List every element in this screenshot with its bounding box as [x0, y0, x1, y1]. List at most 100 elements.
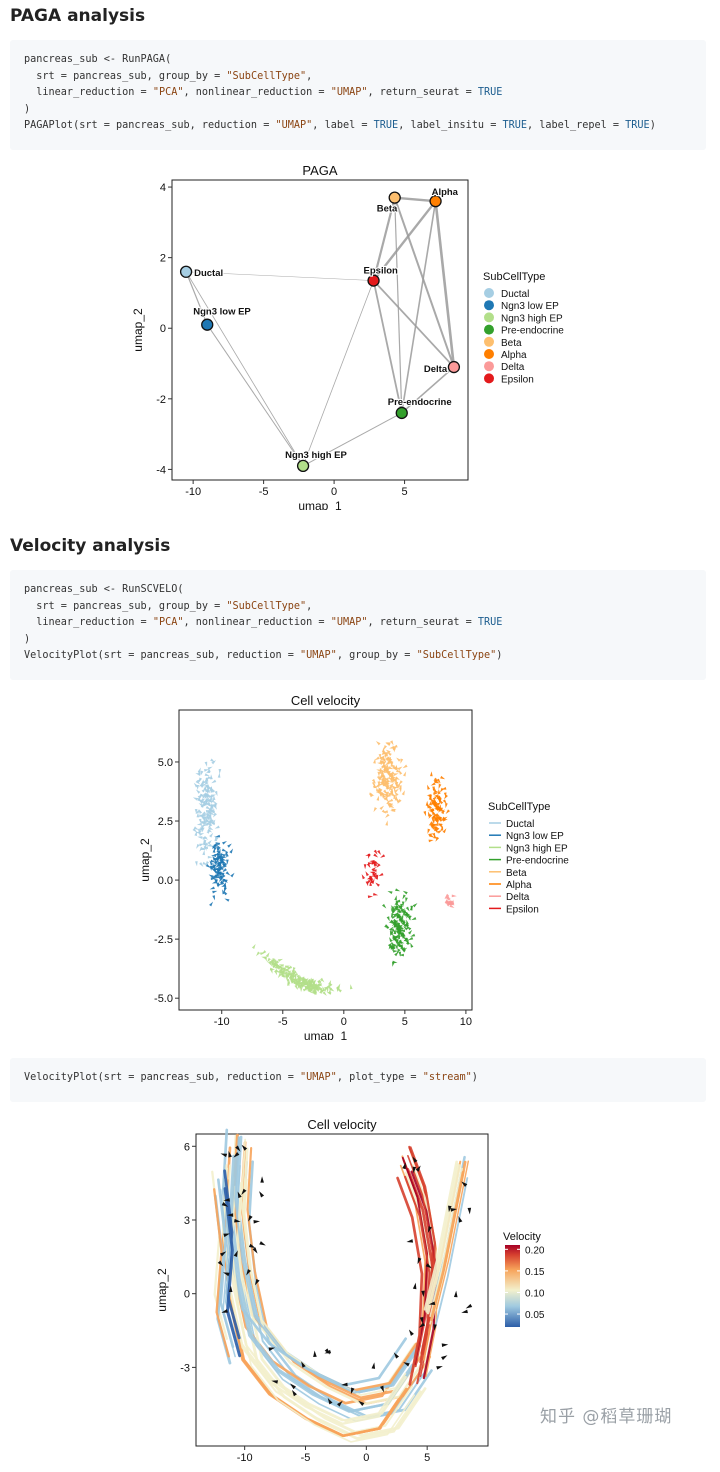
velocity-arrow	[391, 928, 396, 933]
velocity-arrow	[383, 784, 389, 789]
stream-arrowhead	[419, 1317, 424, 1324]
velocity-arrow	[387, 942, 393, 947]
velocity-arrow	[229, 848, 234, 854]
code-block-paga[interactable]: pancreas_sub <- RunPAGA( srt = pancreas_…	[10, 40, 706, 150]
y-tick-label: 4	[160, 182, 166, 194]
velocity-arrow	[394, 781, 399, 787]
legend-label: Alpha	[506, 880, 532, 891]
velocity-arrow	[432, 819, 435, 825]
velocity-arrow	[398, 905, 404, 908]
code-text: srt = pancreas_sub, group_by =	[24, 600, 227, 612]
velocity-arrow	[214, 825, 220, 829]
colorbar	[505, 1245, 520, 1327]
velocity-arrow	[390, 790, 394, 796]
velocity-arrow	[196, 822, 202, 826]
code-text: , plot_type =	[336, 1072, 423, 1083]
legend-label: Delta	[506, 892, 530, 903]
chart-title: Cell velocity	[307, 1117, 377, 1132]
velocity-arrow	[402, 771, 407, 777]
y-tick-label: 0.0	[158, 875, 173, 887]
stream-arrowhead	[406, 1239, 414, 1243]
velocity-arrow	[287, 965, 293, 970]
velocity-arrow	[386, 916, 390, 922]
velocity-arrow	[210, 758, 216, 763]
legend-label: Ngn3 low EP	[501, 301, 559, 312]
velocity-arrow	[380, 758, 386, 762]
velocity-arrow	[394, 776, 400, 781]
velocity-arrow	[405, 906, 410, 912]
velocity-arrow	[388, 760, 394, 765]
stream-arrowhead	[324, 1349, 332, 1354]
velocity-arrow	[376, 769, 382, 773]
velocity-arrow	[197, 767, 201, 773]
velocity-arrow	[377, 781, 381, 787]
code-token: TRUE	[373, 120, 399, 131]
code-block-velocity[interactable]: pancreas_sub <- RunSCVELO( srt = pancrea…	[10, 570, 706, 680]
velocity-arrow	[203, 793, 209, 797]
velocity-arrow	[407, 915, 411, 921]
velocity-arrow	[291, 970, 297, 974]
x-tick-label: 5	[424, 1452, 430, 1462]
streamline	[396, 1176, 424, 1386]
velocity-arrow	[435, 836, 440, 842]
y-tick-label: -3	[180, 1362, 190, 1374]
velocity-arrow	[214, 790, 218, 797]
velocity-arrow	[216, 849, 221, 855]
stream-arrowhead	[241, 1144, 248, 1151]
velocity-arrow	[196, 784, 200, 790]
node-label: Delta	[424, 364, 448, 375]
velocity-arrow	[317, 979, 322, 985]
velocity-arrow	[200, 827, 203, 833]
streamline	[430, 1170, 465, 1322]
x-axis-label: umap_1	[304, 1029, 348, 1040]
velocity-arrow	[302, 981, 307, 986]
velocity-arrow	[398, 939, 403, 945]
y-tick-label: 0	[184, 1289, 190, 1301]
streamline	[234, 1136, 419, 1394]
velocity-arrow	[199, 862, 204, 867]
velocity-arrow	[197, 828, 202, 834]
velocity-arrow	[445, 803, 448, 809]
x-tick-label: 0	[331, 486, 337, 498]
streamline	[429, 1167, 463, 1318]
velocity-arrow	[401, 901, 405, 907]
code-text: srt = pancreas_sub, group_by =	[24, 70, 227, 82]
velocity-arrow	[389, 936, 393, 943]
velocity-arrow	[324, 986, 328, 993]
velocity-arrow	[394, 921, 400, 926]
velocity-arrow	[209, 860, 214, 866]
velocity-arrow	[442, 799, 447, 805]
streamline	[221, 1128, 407, 1387]
legend-key	[484, 361, 494, 372]
stream-arrowhead	[241, 1188, 247, 1195]
velocity-arrow	[385, 780, 391, 784]
stream-arrowhead	[412, 1282, 417, 1290]
velocity-arrow	[261, 956, 267, 960]
velocity-arrow	[444, 893, 450, 899]
node-label: Ductal	[194, 268, 223, 279]
velocity-arrow	[214, 834, 221, 838]
velocity-arrow	[438, 804, 441, 810]
code-block-stream[interactable]: VelocityPlot(srt = pancreas_sub, reducti…	[10, 1058, 706, 1102]
velocity-arrow	[212, 895, 215, 901]
graph-edge	[372, 279, 455, 368]
velocity-arrow	[402, 764, 408, 769]
velocity-arrow	[192, 797, 199, 801]
code-text: , label_insitu =	[398, 120, 503, 131]
velocity-arrow	[385, 813, 390, 819]
velocity-arrow	[407, 929, 413, 935]
legend-label: Ngn3 high EP	[501, 313, 563, 324]
velocity-arrow	[376, 788, 382, 792]
velocity-arrow	[373, 892, 379, 896]
velocity-arrow	[194, 861, 198, 867]
stream-arrowhead	[226, 1213, 234, 1217]
velocity-arrow	[372, 872, 378, 877]
velocity-arrow	[286, 968, 289, 974]
velocity-arrow	[203, 839, 207, 845]
velocity-arrow	[395, 888, 401, 892]
watermark-text: 知乎 @稻草珊瑚	[540, 1407, 673, 1427]
velocity-arrow	[428, 808, 434, 811]
velocity-arrow	[431, 813, 436, 819]
code-token: "UMAP"	[275, 120, 313, 131]
velocity-arrow	[369, 792, 375, 796]
